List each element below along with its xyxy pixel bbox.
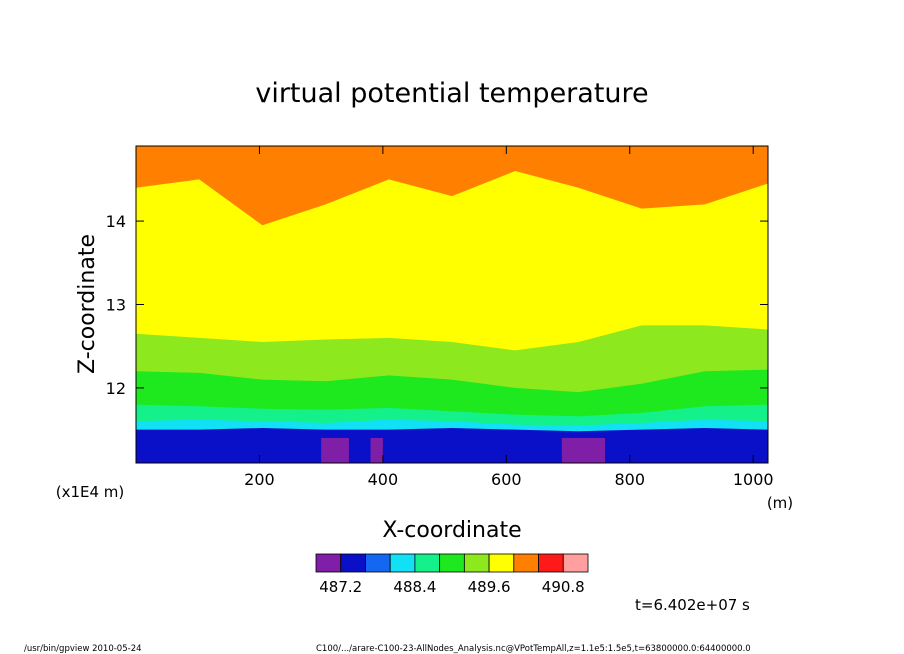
colorbar: 487.2 488.4 489.6 490.8 (315, 553, 589, 596)
y-axis: 12 13 14 (106, 212, 768, 398)
colorbar-cell (439, 553, 465, 573)
x-tick-label: 800 (614, 470, 645, 489)
x-tick-label: 600 (491, 470, 522, 489)
time-label: t=6.402e+07 s (635, 596, 750, 614)
x-tick-label: 200 (244, 470, 275, 489)
y-tick-label: 12 (106, 379, 126, 398)
x-axis: 200 400 600 800 1000 (244, 146, 774, 489)
colorbar-cell (365, 553, 391, 573)
colorbar-cell (538, 553, 564, 573)
colorbar-cell (389, 553, 416, 573)
footer-left: /usr/bin/gpview 2010-05-24 (24, 644, 142, 654)
colorbar-label: 487.2 (319, 578, 362, 596)
y-tick-label: 14 (106, 212, 126, 231)
y-tick-label: 13 (106, 296, 126, 315)
colorbar-cell (488, 553, 515, 573)
colorbar-cell (315, 553, 342, 573)
x-tick-label: 1000 (733, 470, 774, 489)
colorbar-cell (463, 553, 490, 573)
colorbar-cell (414, 553, 441, 573)
colorbar-cell (340, 553, 366, 573)
x-axis-unit: (m) (767, 494, 793, 512)
x-axis-label: X-coordinate (382, 518, 521, 543)
colorbar-label: 490.8 (542, 578, 585, 596)
heatmap-area (136, 146, 768, 463)
y-axis-label: Z-coordinate (75, 234, 100, 374)
footer-right: C100/.../arare-C100-23-AllNodes_Analysis… (316, 644, 751, 654)
chart-title: virtual potential temperature (255, 78, 648, 109)
colorbar-label: 488.4 (393, 578, 436, 596)
purple-patch-0 (321, 437, 349, 463)
y-axis-unit: (x1E4 m) (56, 483, 125, 501)
band-0 (136, 428, 768, 463)
colorbar-cell (562, 553, 589, 573)
purple-patch-2 (561, 437, 606, 463)
purple-patch-1 (370, 437, 383, 463)
x-tick-label: 400 (368, 470, 399, 489)
colorbar-cell (513, 553, 539, 573)
colorbar-label: 489.6 (468, 578, 511, 596)
